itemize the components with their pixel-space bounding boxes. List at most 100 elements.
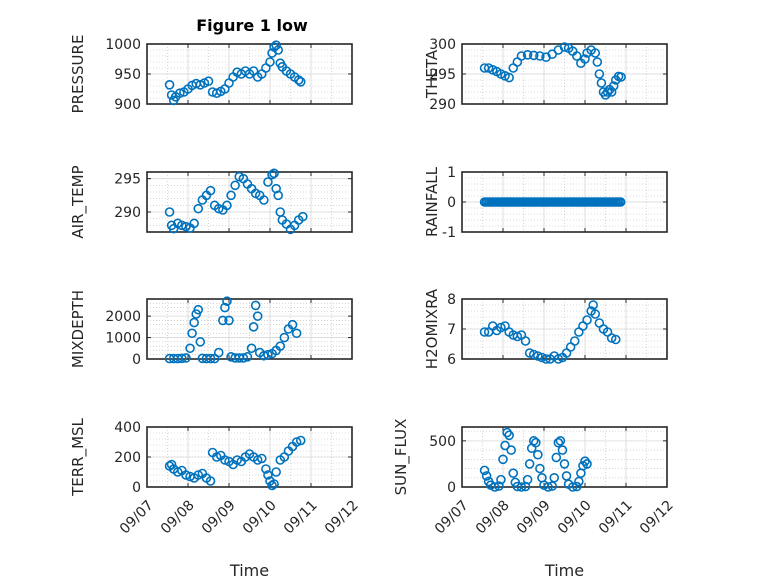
y-tick-label: 0 — [447, 195, 456, 211]
data-point — [489, 482, 500, 492]
data-point — [557, 445, 568, 455]
data-point — [263, 177, 273, 187]
data-point — [175, 88, 185, 98]
data-point — [265, 57, 275, 67]
data-point — [271, 183, 281, 194]
y-axis-label: PRESSURE — [69, 35, 87, 114]
data-point — [559, 459, 570, 469]
series-air_temp — [164, 168, 308, 235]
y-axis-label: MIXDEPTH — [69, 290, 87, 368]
y-tick-label: 900 — [114, 97, 141, 113]
data-point — [211, 452, 222, 462]
grid-sun_flux — [461, 427, 668, 488]
data-point — [220, 302, 230, 313]
data-point — [528, 349, 539, 360]
data-point — [166, 459, 177, 470]
subplot-sun_flux: 0 500 09/07 09/08 09/09 09/10 09/11 09/12 SUN_FL… — [392, 419, 677, 580]
data-point — [267, 480, 277, 491]
data-point — [203, 76, 214, 86]
data-point — [533, 351, 543, 361]
data-point — [181, 221, 191, 232]
data-point — [522, 49, 533, 60]
y-axis-label: RAINFALL — [423, 166, 441, 237]
data-point — [293, 75, 304, 85]
data-point — [580, 54, 590, 64]
data-point — [193, 203, 204, 214]
y-tick-label: 0 — [132, 352, 141, 368]
data-point — [261, 464, 271, 474]
data-point — [608, 81, 619, 91]
subplot-mixdepth: 0 1000 2000 MIXDEPTH — [69, 290, 353, 368]
data-point — [615, 197, 626, 207]
data-point — [205, 476, 216, 486]
data-point — [596, 78, 607, 88]
data-point — [569, 336, 580, 346]
data-point — [524, 459, 535, 469]
y-axis-label: SUN_FLUX — [392, 419, 411, 496]
data-point — [559, 42, 570, 52]
axes-box — [146, 171, 353, 233]
data-point — [553, 354, 564, 364]
y-tick-label: 8 — [447, 292, 456, 308]
data-point — [297, 211, 308, 222]
data-point — [602, 87, 613, 97]
axes-box — [146, 298, 353, 360]
data-point — [222, 296, 232, 306]
data-point — [592, 57, 603, 67]
data-point — [606, 333, 617, 343]
data-point — [287, 319, 298, 330]
y-tick-label: 400 — [114, 420, 141, 436]
data-point — [291, 437, 302, 447]
figure-title: Figure 1 low — [196, 16, 308, 35]
data-point — [177, 220, 187, 231]
data-point — [181, 353, 191, 363]
data-point — [193, 304, 204, 315]
data-point — [588, 300, 599, 310]
data-point — [555, 436, 566, 446]
x-tick-label: 09/10 — [240, 497, 280, 537]
x-tick-label: 09/11 — [596, 497, 636, 537]
data-point — [172, 467, 183, 477]
data-point — [481, 471, 492, 481]
data-point — [500, 440, 510, 451]
data-point — [187, 328, 197, 339]
data-point — [553, 437, 564, 448]
x-tick-label: 09/12 — [637, 497, 677, 537]
data-point — [590, 309, 601, 319]
data-point — [279, 332, 290, 343]
data-point — [263, 349, 273, 360]
data-point — [273, 45, 284, 55]
data-point — [195, 337, 206, 347]
data-point — [530, 437, 541, 448]
subplot-pressure: 900 950 1000 PRESSURE — [69, 35, 353, 114]
x-tick-label: 09/10 — [555, 497, 595, 537]
y-tick-label: 1000 — [105, 37, 141, 53]
x-tick-label: 09/12 — [322, 497, 362, 537]
data-point — [177, 353, 187, 364]
data-point — [512, 331, 523, 342]
data-point — [218, 315, 228, 326]
data-point — [494, 481, 504, 491]
data-point — [295, 77, 306, 87]
data-point — [295, 435, 306, 446]
x-tick-label: 09/09 — [199, 497, 239, 537]
data-point — [516, 482, 527, 492]
y-tick-label: 295 — [114, 172, 141, 188]
data-point — [269, 479, 279, 489]
subplot-air_temp: 290 295 AIR_TEMP — [69, 165, 353, 239]
data-point — [213, 203, 224, 214]
y-tick-label: 1 — [447, 165, 456, 181]
data-point — [205, 185, 216, 196]
data-point — [594, 69, 605, 79]
subplot-rainfall: -1 0 1 RAINFALL — [423, 165, 668, 241]
data-point — [232, 455, 242, 465]
data-point — [246, 343, 257, 354]
y-tick-label: 200 — [114, 450, 141, 466]
data-point — [273, 190, 284, 201]
data-point — [508, 468, 519, 478]
series-mixdepth — [164, 296, 302, 364]
data-point — [164, 207, 175, 217]
data-point — [256, 453, 267, 464]
